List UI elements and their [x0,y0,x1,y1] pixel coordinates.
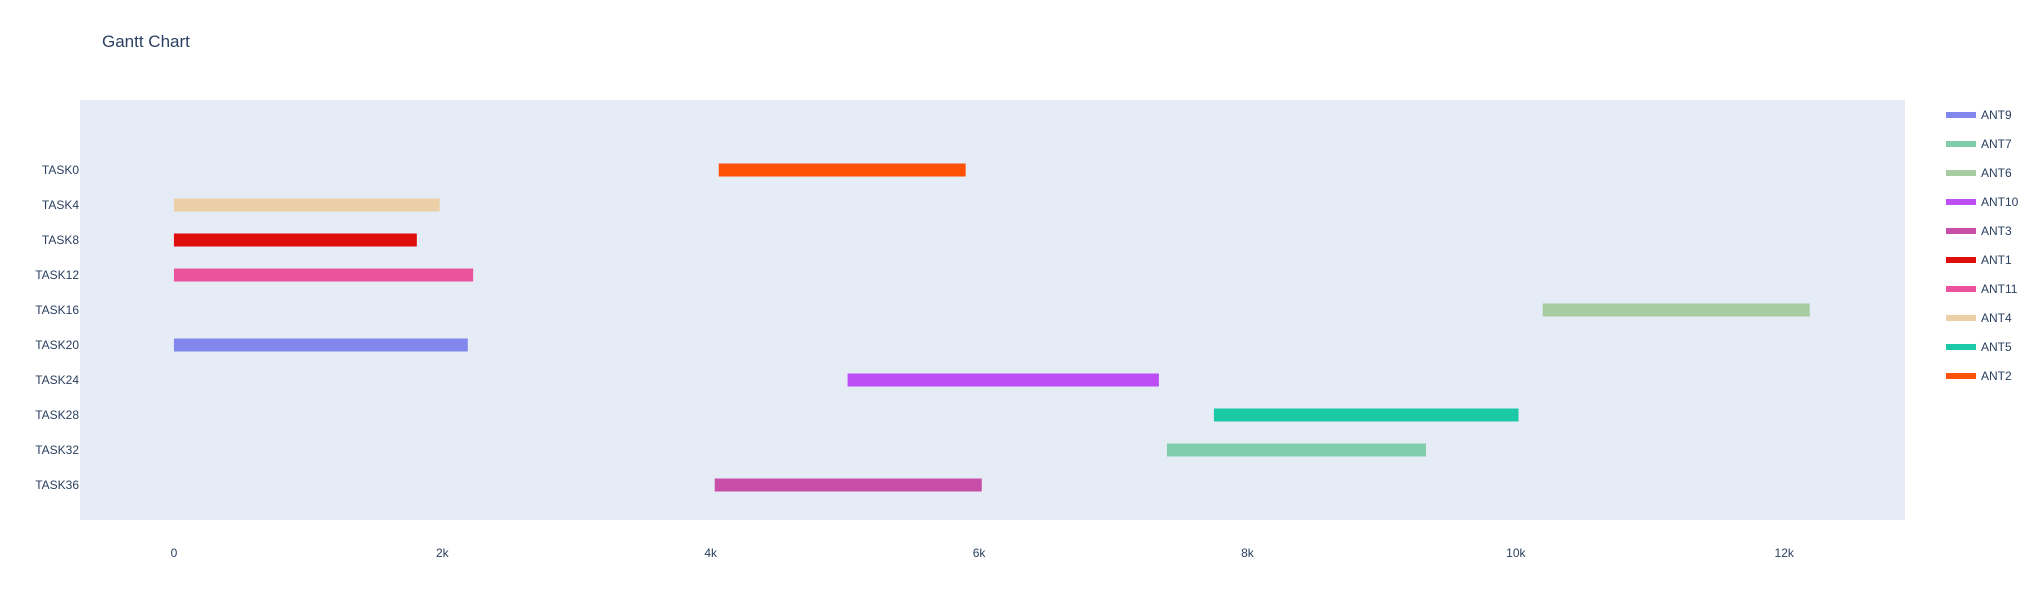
y-tick-label: TASK36 [35,478,79,492]
y-tick-label: TASK0 [42,163,79,177]
legend-item-ant5[interactable]: ANT5 [1946,340,2012,354]
y-tick-label: TASK8 [42,233,79,247]
legend-item-ant4[interactable]: ANT4 [1946,311,2012,325]
legend-item-ant6[interactable]: ANT6 [1946,166,2012,180]
legend-label: ANT9 [1981,108,2012,122]
x-tick-label: 8k [1241,546,1255,560]
legend-label: ANT5 [1981,340,2012,354]
task-bar-task16[interactable] [1542,303,1810,317]
task-bar-task8[interactable] [173,233,417,247]
y-tick-label: TASK24 [35,373,79,387]
legend-swatch [1946,373,1976,379]
y-tick-label: TASK16 [35,303,79,317]
legend-item-ant10[interactable]: ANT10 [1946,195,2019,209]
legend-label: ANT7 [1981,137,2012,151]
legend-swatch [1946,286,1976,292]
legend-item-ant3[interactable]: ANT3 [1946,224,2012,238]
legend-swatch [1946,199,1976,205]
x-tick-label: 0 [171,546,178,560]
x-tick-label: 10k [1506,546,1526,560]
legend-swatch [1946,112,1976,118]
y-tick-label: TASK28 [35,408,79,422]
task-bar-task4[interactable] [173,198,440,212]
legend-label: ANT6 [1981,166,2012,180]
legend-item-ant1[interactable]: ANT1 [1946,253,2012,267]
legend-item-ant9[interactable]: ANT9 [1946,108,2012,122]
y-tick-label: TASK12 [35,268,79,282]
x-axis-labels: 0 2k 4k 6k 8k 10k 12k [171,546,1795,560]
task-bar-task20[interactable] [173,338,468,352]
legend-label: ANT4 [1981,311,2012,325]
legend-swatch [1946,228,1976,234]
legend-swatch [1946,344,1976,350]
legend-label: ANT2 [1981,369,2012,383]
y-axis-labels: TASK0 TASK4 TASK8 TASK12 TASK16 TASK20 TASK24 T… [35,163,79,492]
x-tick-label: 12k [1775,546,1795,560]
legend-label: ANT11 [1981,282,2018,296]
legend-item-ant11[interactable]: ANT11 [1946,282,2018,296]
legend-swatch [1946,170,1976,176]
y-tick-label: TASK4 [42,198,79,212]
legend: ANT9 ANT7 ANT6 ANT10 ANT3 ANT1 ANT11 ANT4 ANT5 AN… [1946,108,2019,383]
task-bar-task28[interactable] [1213,408,1519,422]
legend-label: ANT1 [1981,253,2012,267]
legend-label: ANT10 [1981,195,2019,209]
x-tick-label: 2k [436,546,450,560]
task-bar-task36[interactable] [714,478,982,492]
task-bar-task0[interactable] [718,163,966,177]
legend-item-ant7[interactable]: ANT7 [1946,137,2012,151]
legend-swatch [1946,257,1976,263]
x-tick-label: 4k [704,546,718,560]
y-tick-label: TASK32 [35,443,79,457]
chart-title: Gantt Chart [102,32,190,51]
task-bar-task32[interactable] [1166,443,1426,457]
legend-item-ant2[interactable]: ANT2 [1946,369,2012,383]
legend-label: ANT3 [1981,224,2012,238]
y-tick-label: TASK20 [35,338,79,352]
task-bars [173,163,1810,492]
legend-swatch [1946,141,1976,147]
legend-swatch [1946,315,1976,321]
x-tick-label: 6k [973,546,987,560]
task-bar-task12[interactable] [173,268,474,282]
task-bar-task24[interactable] [847,373,1159,387]
